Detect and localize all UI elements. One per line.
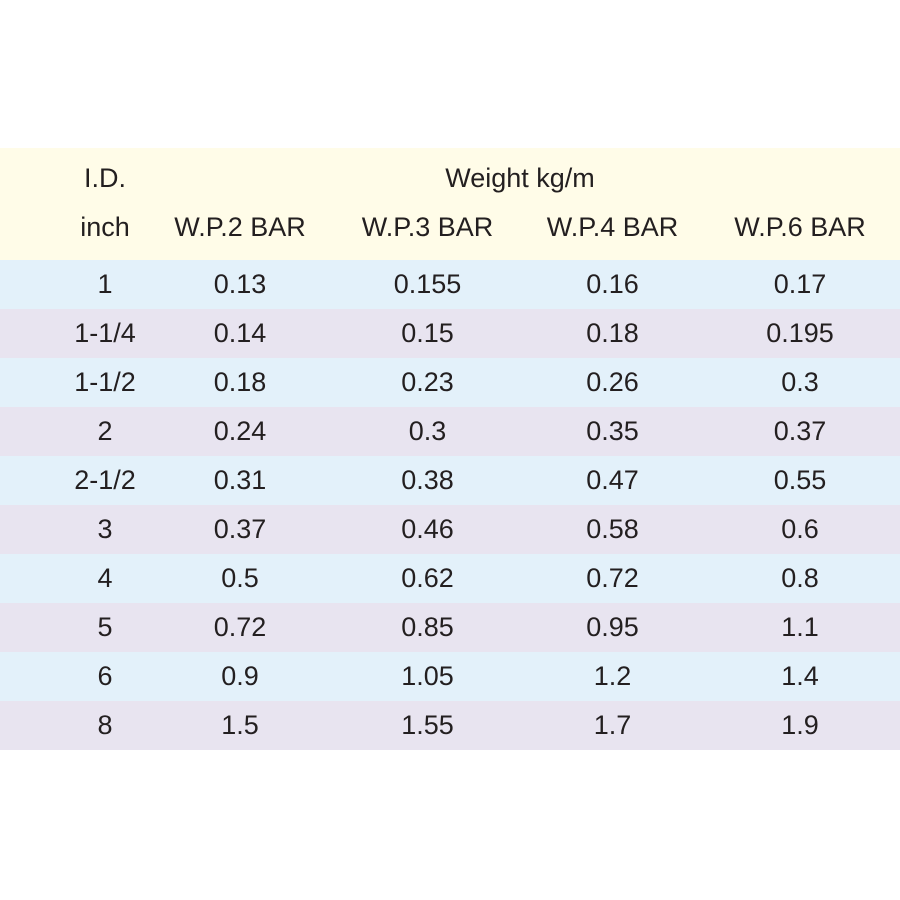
id-cell: 6 bbox=[97, 661, 113, 691]
column-header-wp3: W.P.3 BAR bbox=[361, 212, 494, 242]
weight-cell: 1.1 bbox=[781, 612, 819, 642]
table-row: 8 1.5 1.55 1.7 1.9 bbox=[0, 701, 900, 750]
weight-cell: 0.35 bbox=[586, 416, 639, 446]
weight-cell: 0.9 bbox=[221, 661, 259, 691]
id-header: I.D. bbox=[83, 163, 126, 193]
table-body: 1 0.13 0.155 0.16 0.17 1-1/4 0.14 0.15 0.18 0.195… bbox=[0, 260, 900, 750]
table-header: I.D. Weight kg/m inch W.P.2 BAR W.P.3 BA… bbox=[0, 148, 900, 260]
weight-cell: 1.9 bbox=[781, 710, 819, 740]
weight-cell: 0.62 bbox=[401, 563, 454, 593]
weight-cell: 1.05 bbox=[401, 661, 454, 691]
column-header-wp4: W.P.4 BAR bbox=[546, 212, 679, 242]
weight-cell: 0.5 bbox=[221, 563, 259, 593]
weight-cell: 0.3 bbox=[781, 367, 819, 397]
weight-cell: 0.38 bbox=[401, 465, 454, 495]
weight-cell: 0.72 bbox=[586, 563, 639, 593]
weight-cell: 0.46 bbox=[401, 514, 454, 544]
weight-cell: 1.7 bbox=[593, 710, 632, 740]
weight-cell: 0.155 bbox=[393, 269, 462, 299]
id-cell: 5 bbox=[97, 612, 113, 642]
weight-cell: 0.55 bbox=[773, 465, 827, 495]
weight-table: I.D. Weight kg/m inch W.P.2 BAR W.P.3 BA… bbox=[0, 148, 900, 750]
weight-cell: 0.8 bbox=[781, 563, 819, 593]
weight-cell: 0.26 bbox=[586, 367, 639, 397]
weight-cell: 0.37 bbox=[213, 514, 267, 544]
weight-cell: 1.55 bbox=[401, 710, 454, 740]
table-row: 6 0.9 1.05 1.2 1.4 bbox=[0, 652, 900, 701]
column-header-wp6: W.P.6 BAR bbox=[734, 212, 866, 242]
weight-cell: 0.58 bbox=[586, 514, 639, 544]
weight-cell: 0.37 bbox=[773, 416, 827, 446]
column-header-wp2: W.P.2 BAR bbox=[174, 212, 306, 242]
weight-cell: 0.14 bbox=[213, 318, 267, 348]
table-row: 2-1/2 0.31 0.38 0.47 0.55 bbox=[0, 456, 900, 505]
unit-header: inch bbox=[80, 212, 130, 242]
weight-cell: 0.95 bbox=[586, 612, 639, 642]
id-cell: 1-1/2 bbox=[74, 367, 136, 397]
weight-cell: 1.5 bbox=[221, 710, 259, 740]
id-cell: 2 bbox=[97, 416, 113, 446]
weight-cell: 0.16 bbox=[586, 269, 639, 299]
weight-cell: 0.47 bbox=[586, 465, 639, 495]
weight-cell: 0.3 bbox=[408, 416, 447, 446]
weight-cell: 0.31 bbox=[213, 465, 267, 495]
weight-cell: 0.13 bbox=[213, 269, 267, 299]
id-cell: 8 bbox=[97, 710, 113, 740]
table-row: 1-1/4 0.14 0.15 0.18 0.195 bbox=[0, 309, 900, 358]
weight-cell: 0.72 bbox=[213, 612, 267, 642]
weight-cell: 0.24 bbox=[213, 416, 267, 446]
weight-cell: 0.195 bbox=[766, 318, 834, 348]
weight-cell: 0.15 bbox=[401, 318, 454, 348]
weight-cell: 0.17 bbox=[773, 269, 827, 299]
weight-cell: 1.2 bbox=[593, 661, 632, 691]
weight-cell: 0.85 bbox=[401, 612, 454, 642]
weight-cell: 0.18 bbox=[586, 318, 639, 348]
weight-cell: 0.6 bbox=[781, 514, 819, 544]
table-row: 1 0.13 0.155 0.16 0.17 bbox=[0, 260, 900, 309]
id-cell: 3 bbox=[97, 514, 113, 544]
table-row: 4 0.5 0.62 0.72 0.8 bbox=[0, 554, 900, 603]
table-row: 2 0.24 0.3 0.35 0.37 bbox=[0, 407, 900, 456]
id-cell: 4 bbox=[97, 563, 113, 593]
id-cell: 1-1/4 bbox=[74, 318, 136, 348]
table-row: 5 0.72 0.85 0.95 1.1 bbox=[0, 603, 900, 652]
id-cell: 2-1/2 bbox=[74, 465, 136, 495]
weight-cell: 1.4 bbox=[781, 661, 819, 691]
weight-cell: 0.23 bbox=[401, 367, 454, 397]
weight-cell: 0.18 bbox=[213, 367, 267, 397]
id-cell: 1 bbox=[97, 269, 113, 299]
table-row: 3 0.37 0.46 0.58 0.6 bbox=[0, 505, 900, 554]
table-row: 1-1/2 0.18 0.23 0.26 0.3 bbox=[0, 358, 900, 407]
weight-group-header: Weight kg/m bbox=[445, 163, 595, 193]
